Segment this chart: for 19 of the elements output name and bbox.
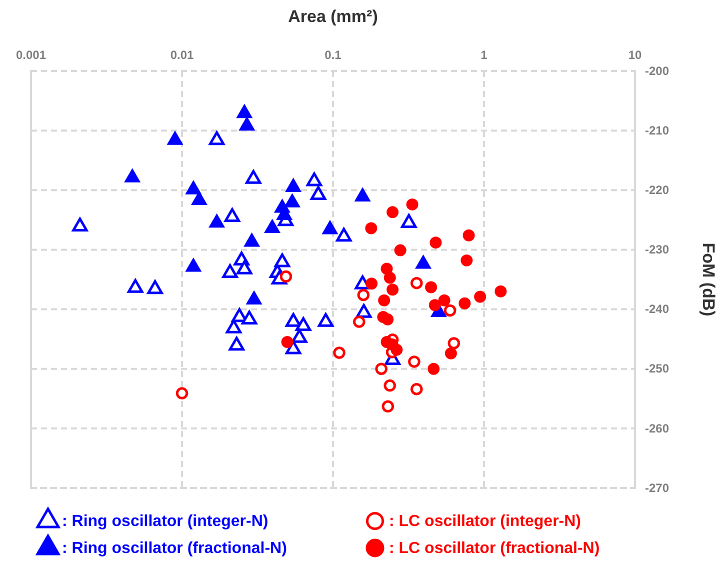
y-tick-label: -230: [645, 242, 670, 257]
y-axis-title: FoM (dB): [699, 242, 718, 316]
x-tick-label: 0.01: [170, 48, 194, 62]
y-tick-label: -240: [645, 302, 670, 316]
x-tick-label: 0.1: [324, 48, 342, 62]
legend-label: : LC oscillator (fractional-N): [389, 540, 600, 557]
y-tick-label: -210: [645, 123, 670, 138]
y-tick-label: -260: [645, 421, 670, 436]
x-tick-label: 0.001: [16, 48, 46, 62]
y-tick-label: -250: [645, 362, 670, 376]
y-tick-label: -200: [645, 64, 670, 78]
legend-label: : LC oscillator (integer-N): [389, 513, 582, 530]
x-tick-label: 10: [628, 48, 642, 62]
x-axis-title: Area (mm²): [288, 7, 378, 26]
legend-label: : Ring oscillator (fractional-N): [62, 540, 287, 557]
y-tick-label: -270: [645, 480, 670, 495]
x-tick-label: 1: [480, 48, 488, 62]
legend-label: : Ring oscillator (integer-N): [62, 513, 268, 530]
y-tick-label: -220: [645, 182, 670, 197]
